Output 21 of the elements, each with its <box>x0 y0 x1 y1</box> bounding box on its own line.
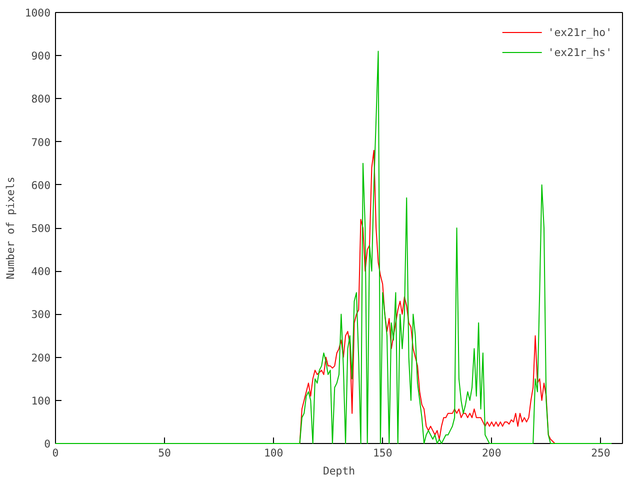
y-tick-label: 0 <box>44 438 51 450</box>
legend-label: 'ex21r_ho' <box>548 26 612 38</box>
x-tick-label: 200 <box>482 446 502 460</box>
x-axis-title: Depth <box>322 464 356 478</box>
y-tick-label: 500 <box>31 222 51 235</box>
y-tick-label: 400 <box>31 265 51 278</box>
x-tick-label: 0 <box>52 446 59 460</box>
x-tick-label: 150 <box>372 446 392 460</box>
y-axis-title: Number of pixels <box>4 176 17 280</box>
y-tick-label: 700 <box>31 136 51 149</box>
legend-label: 'ex21r_hs' <box>548 46 612 58</box>
y-tick-label: 600 <box>31 178 51 192</box>
y-tick-label: 100 <box>31 394 51 408</box>
x-tick-label: 100 <box>264 446 284 460</box>
y-tick-label: 800 <box>31 92 51 106</box>
x-tick-label: 50 <box>158 446 171 460</box>
y-tick-label: 900 <box>31 50 51 63</box>
x-tick-label: 250 <box>591 446 610 460</box>
y-tick-label: 1000 <box>24 6 51 20</box>
y-tick-label: 300 <box>31 308 51 322</box>
y-tick-label: 200 <box>31 351 51 364</box>
